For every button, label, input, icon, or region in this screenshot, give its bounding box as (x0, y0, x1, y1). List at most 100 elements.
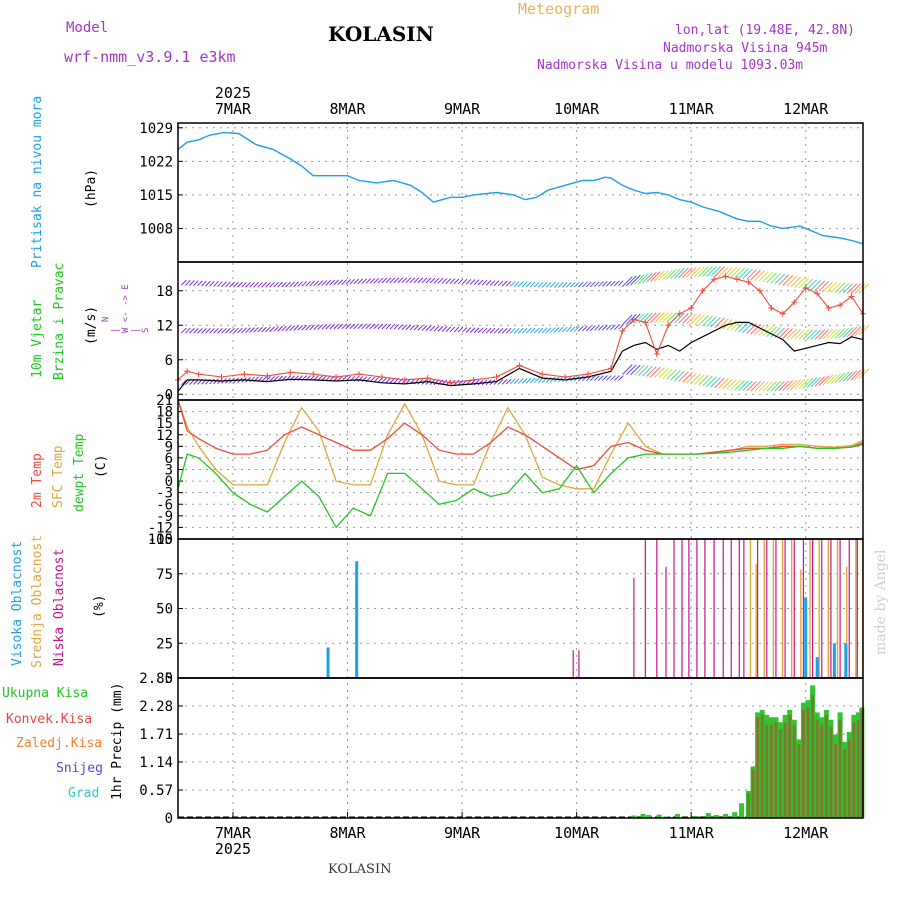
wind-arrow-0-10085 (586, 281, 592, 288)
temp-ytick-label-9: -6 (156, 497, 173, 513)
precip-conv-bar-14 (756, 717, 760, 818)
wind-arrow-0-8825 (441, 278, 448, 284)
wind-arrow-2-11765 (778, 380, 789, 392)
wind-arrow-0-8230 (373, 277, 380, 284)
wind-arrow-0-6865 (217, 281, 223, 287)
precip-conv-bar-13 (751, 768, 755, 818)
precip-conv-bar-16 (765, 724, 769, 818)
wind-arrow-0-12325 (842, 283, 854, 294)
wind-arrow-1-7810 (325, 323, 332, 330)
wind-arrow-1-6795 (209, 328, 215, 334)
wind-arrow-1-6935 (225, 327, 231, 334)
wind-arrow-0-7880 (333, 279, 340, 286)
wind-arrow-0-12185 (826, 281, 838, 293)
wind-gust-marker-37 (802, 284, 809, 291)
wind-gust-marker-10 (378, 374, 385, 380)
wind-arrow-0-12465 (858, 283, 870, 294)
wind-arrow-1-8825 (441, 326, 448, 332)
wind-arrow-0-10505 (634, 274, 645, 285)
wind-arrow-1-8160 (365, 323, 372, 330)
wind-arrow-0-7145 (249, 282, 255, 288)
wind-arrow-2-11345 (730, 379, 741, 391)
t2m-line (177, 399, 864, 471)
wind-arrow-0-8650 (421, 277, 428, 284)
wind-arrow-0-7495 (289, 281, 295, 288)
wind-arrow-1-7565 (297, 325, 303, 331)
wind-arrow-1-8965 (457, 326, 464, 333)
wind-arrow-2-10610 (646, 366, 657, 377)
wind-arrow-0-12115 (818, 281, 830, 292)
wind-arrow-2-10855 (674, 370, 685, 382)
wind-arrow-1-9665 (537, 327, 544, 334)
wind-arrow-1-6585 (185, 327, 191, 334)
wind-arrow-2-12010 (806, 377, 818, 388)
wind-arrow-1-10470 (630, 313, 641, 325)
wind-arrow-0-10540 (638, 273, 649, 284)
wind-arrow-0-12220 (830, 282, 842, 293)
model-elevation-text: Nadmorska Visina u modelu 1093.03m (537, 58, 804, 73)
wind-arrow-0-8405 (393, 277, 400, 284)
wind-arrow-2-6795 (209, 378, 215, 385)
wind-arrow-2-10575 (642, 365, 653, 377)
precip-conv-bar-26 (811, 695, 815, 818)
wind-arrow-1-7180 (253, 327, 259, 333)
wind-arrow-1-10960 (686, 313, 697, 325)
year-label-top: 2025 (215, 84, 251, 102)
wind-arrow-0-10260 (606, 280, 612, 287)
wind-gust-marker-29 (711, 276, 718, 283)
wind-gust-marker-3 (218, 374, 225, 380)
wind-arrow-1-12185 (826, 328, 838, 340)
wind-arrow-0-12080 (814, 280, 826, 292)
wind-arrow-1-6725 (201, 328, 207, 334)
wind-arrow-2-7285 (265, 376, 271, 382)
wind-arrow-0-10820 (670, 268, 681, 279)
wind-arrow-1-7145 (249, 327, 255, 333)
wind-arrow-0-10715 (658, 270, 669, 281)
wind-arrow-1-6865 (217, 328, 223, 334)
wind-arrow-2-6620 (189, 379, 195, 385)
wind-arrow-0-9840 (557, 282, 564, 288)
wind-arrow-1-9420 (509, 328, 516, 334)
wind-arrow-1-9840 (557, 326, 564, 333)
wind-arrow-0-10295 (610, 280, 616, 287)
bottom-tick-label-6: 12MAR (783, 824, 829, 842)
wind-arrow-1-9770 (549, 327, 556, 333)
precip-total-bar-9 (723, 814, 729, 818)
wind-arrow-2-12395 (850, 369, 862, 381)
wind-label-2: Brzina i Pravac (52, 262, 67, 380)
wind-arrow-1-7425 (281, 325, 287, 332)
wind-arrow-0-7110 (245, 281, 251, 288)
wind-gust-marker-24 (653, 351, 660, 357)
wind-arrow-1-10505 (634, 313, 645, 324)
wind-arrow-2-11695 (770, 381, 781, 392)
wind-arrow-0-9245 (489, 280, 496, 286)
wind-arrow-0-8720 (429, 277, 436, 284)
wind-arrow-1-12325 (842, 327, 854, 338)
wind-arrow-0-12150 (822, 281, 834, 293)
wind-arrow-1-10050 (582, 325, 588, 332)
wind-arrow-0-11520 (750, 269, 761, 281)
precip-ytick-label-3: 1.14 (139, 755, 173, 771)
wind-gust-marker-6 (287, 369, 294, 376)
wind-gust-marker-2 (195, 371, 202, 378)
wind-arrow-2-11240 (718, 378, 729, 389)
wind-arrow-0-10995 (690, 266, 701, 278)
wind-arrow-1-8545 (409, 324, 416, 331)
wind-arrow-0-7740 (317, 280, 324, 286)
wind-arrow-1-8370 (389, 323, 396, 330)
wind-arrow-2-11170 (710, 376, 721, 388)
cloud-ytick-label-0: 100 (148, 532, 173, 548)
wind-arrow-0-11030 (694, 266, 705, 277)
wind-arrow-1-8930 (453, 326, 460, 333)
wind-arrow-2-10750 (662, 368, 673, 380)
wind-arrow-2-11100 (702, 375, 713, 387)
temp-ytick-label-5: 6 (165, 451, 173, 467)
wind-arrow-0-8160 (365, 278, 372, 284)
wind-arrow-1-11415 (738, 321, 749, 333)
wind-arrow-0-10365 (618, 280, 624, 286)
wind-arrow-2-11030 (694, 374, 705, 385)
wind-arrow-2-10645 (650, 366, 661, 378)
wind-arrow-1-9910 (565, 326, 572, 333)
wind-arrow-0-10435 (626, 275, 637, 287)
wind-arrow-1-7845 (329, 323, 336, 330)
